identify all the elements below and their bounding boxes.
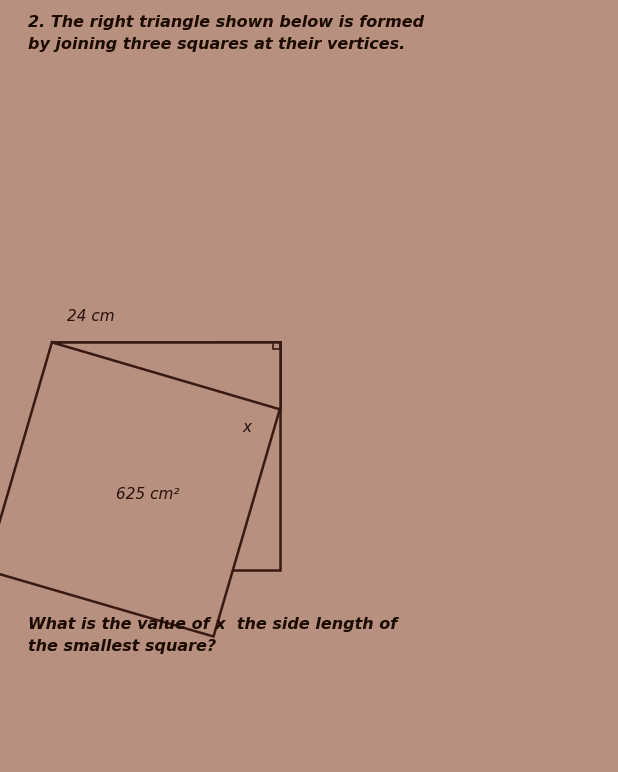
Text: 625 cm²: 625 cm²: [116, 487, 179, 502]
Polygon shape: [52, 342, 280, 408]
Text: What is the value of x  the side length of: What is the value of x the side length o…: [28, 617, 397, 631]
Text: x: x: [242, 421, 252, 435]
Polygon shape: [0, 342, 280, 636]
Text: by joining three squares at their vertices.: by joining three squares at their vertic…: [28, 36, 405, 52]
Text: 2. The right triangle shown below is formed: 2. The right triangle shown below is for…: [28, 15, 424, 29]
Polygon shape: [213, 342, 280, 408]
Text: the smallest square?: the smallest square?: [28, 639, 216, 655]
Text: 24 cm: 24 cm: [67, 309, 114, 324]
Polygon shape: [52, 342, 280, 570]
